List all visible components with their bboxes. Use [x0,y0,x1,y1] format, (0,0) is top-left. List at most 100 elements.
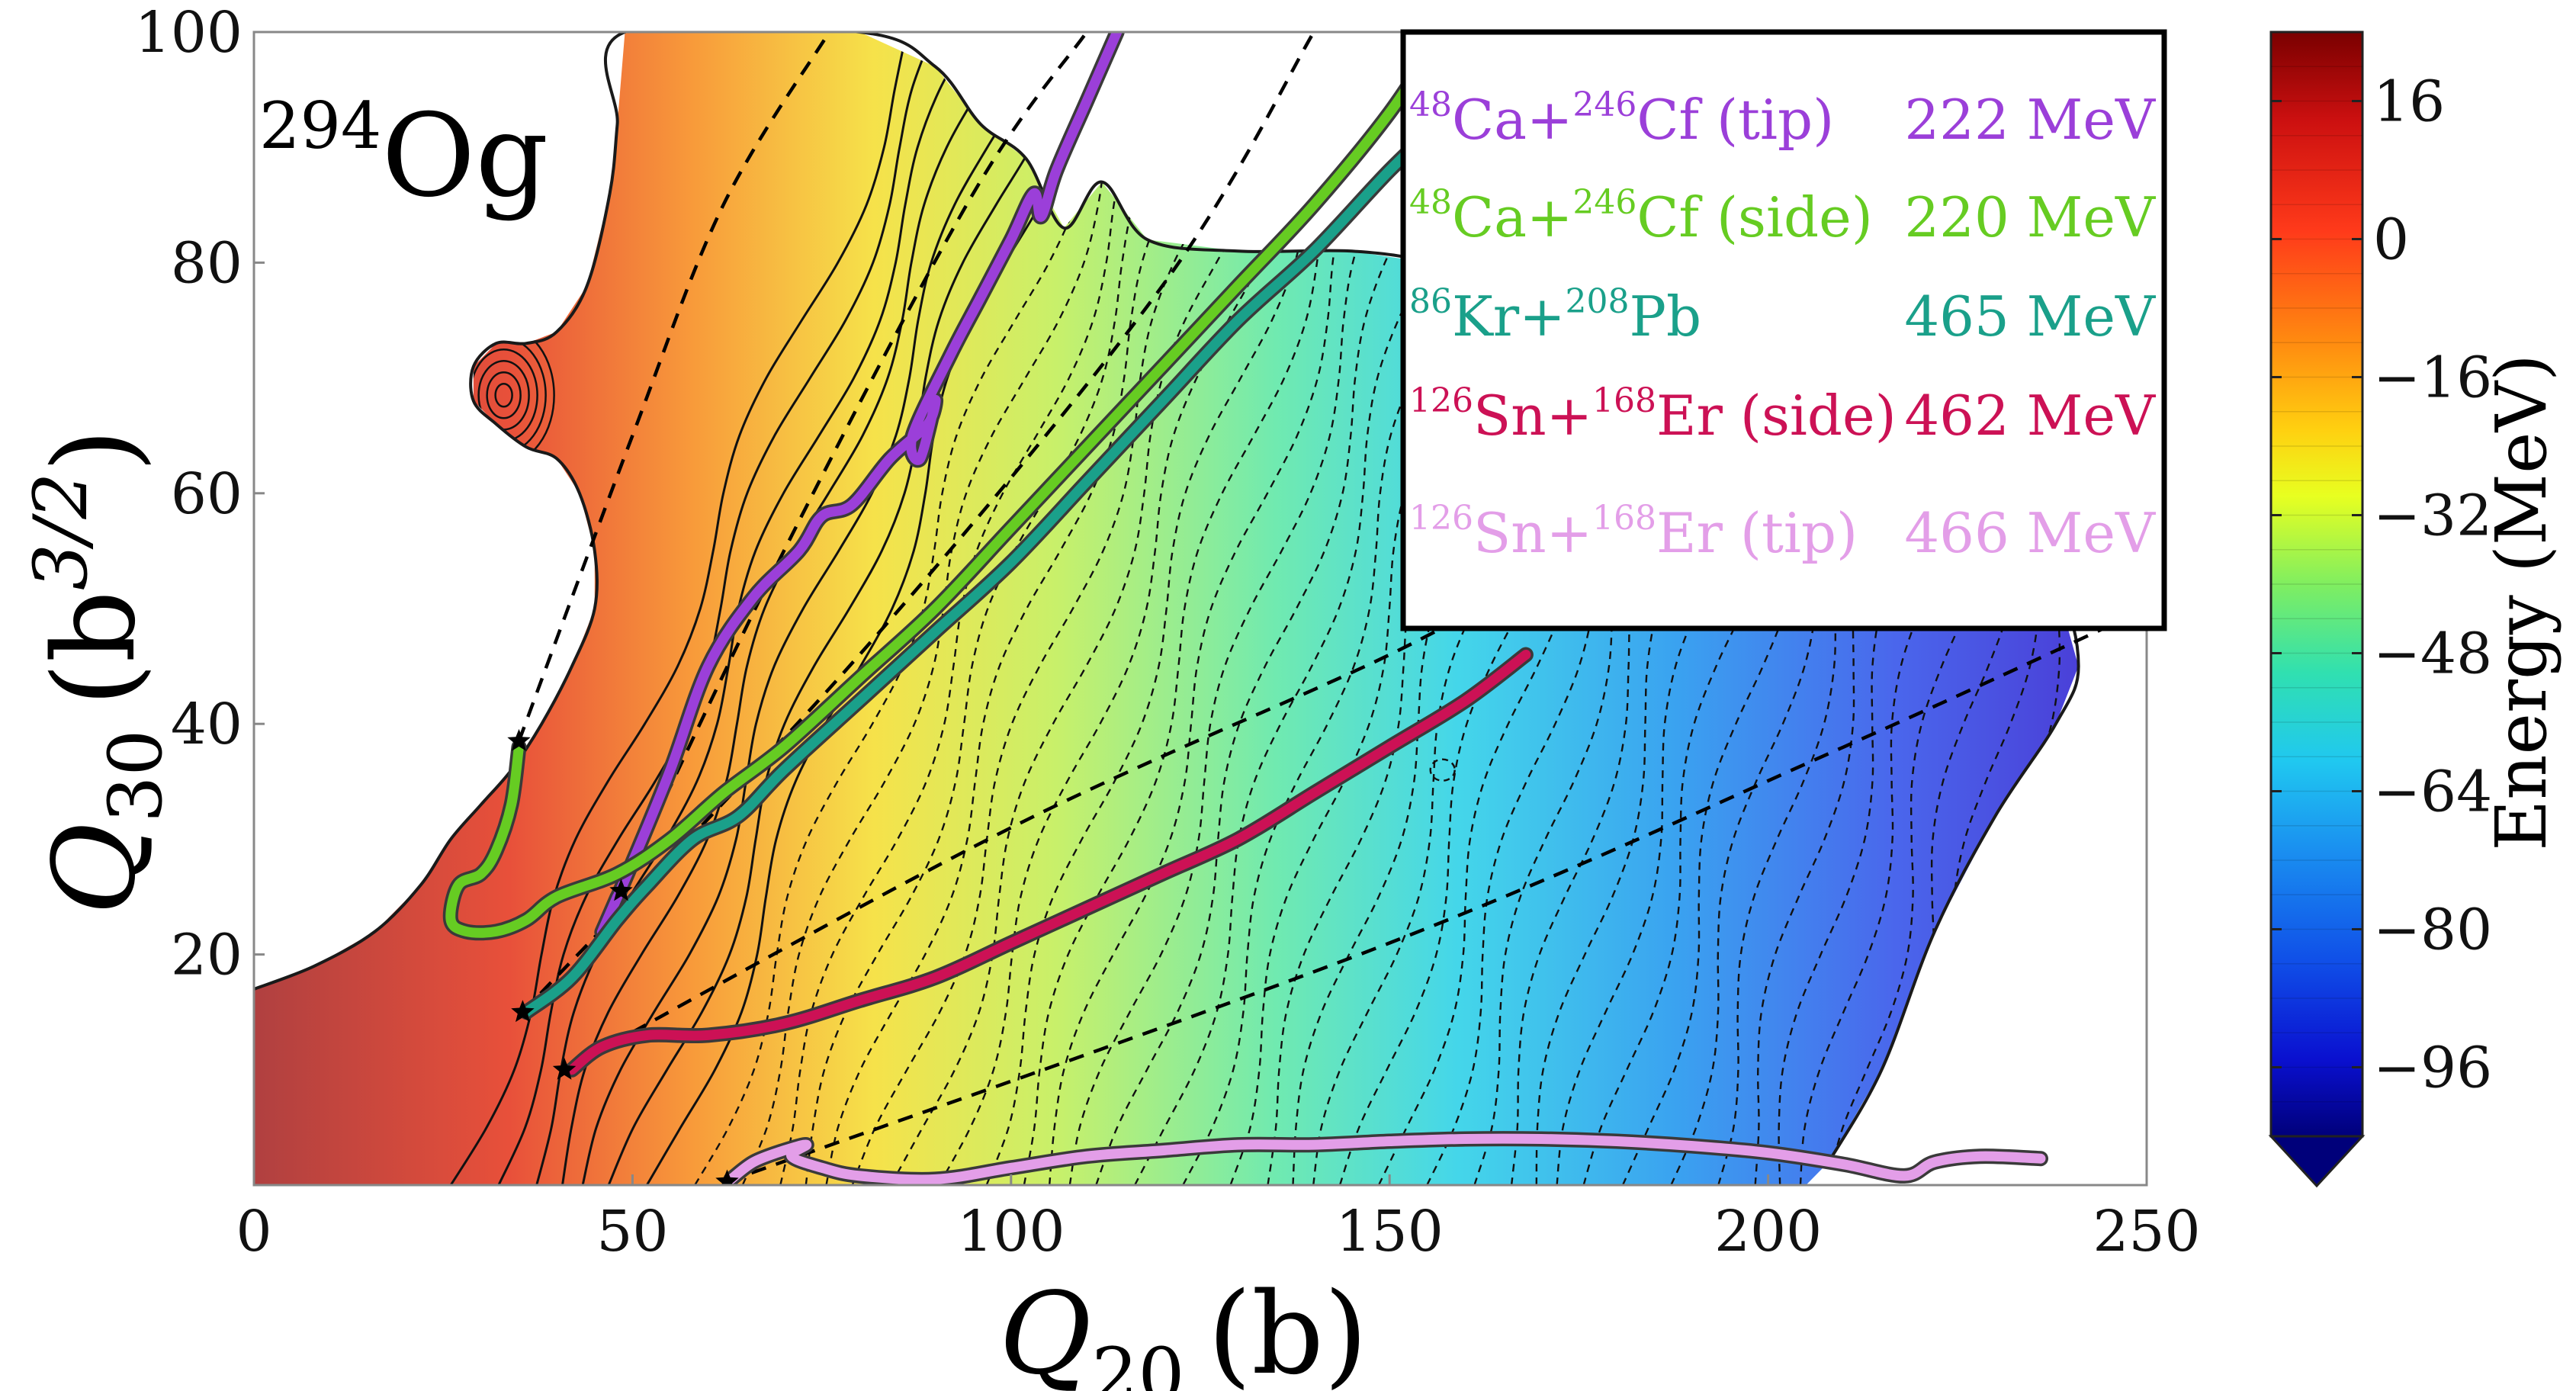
legend-energy-2: 220 MeV [1904,185,2157,249]
dashed-guide [726,606,2147,1184]
start-markers [507,728,739,1185]
y-axis-var: Q [29,823,160,915]
legend-plus: + [1547,384,1592,448]
trajectory-3 [521,108,1456,1017]
colorbar-ticks: 16 0 −16 −32 −48 −64 −80 −96 [2271,69,2492,1101]
legend-label-5: 126Sn+168Er (tip) [1409,499,1858,565]
legend-plus: + [1547,501,1592,565]
contour-loop [1429,758,1456,782]
start-marker [715,1169,739,1185]
trajectory-2 [445,32,1448,938]
y-axis-unit-close: ) [29,429,160,473]
colorbar-bands [2271,66,2362,1103]
legend-proj-mass: 86 [1409,282,1452,321]
legend-targ: Er (tip) [1656,501,1858,565]
dashed-guide [517,32,831,742]
x-tick-label: 150 [1336,1199,1444,1264]
colorbar-tick-label: 16 [2373,69,2445,135]
contour-line [1134,32,1498,1185]
x-tick-label: 250 [2093,1199,2200,1264]
x-tick-label: 0 [236,1199,271,1264]
legend-label-1: 48Ca+246Cf (tip) [1409,85,1834,152]
trajectory-1 [596,32,1123,937]
y-tick-label: 20 [171,923,243,988]
nucleus-label: 294Og [259,88,548,223]
contour-line [581,32,1054,1185]
y-axis-title: Q30 (b3/2) [18,429,178,915]
legend-targ-mass: 168 [1592,381,1656,420]
y-axis-unit-sup: 3/2 [18,473,104,591]
y-axis-sub: 30 [93,730,178,823]
x-axis-var: Q [999,1268,1091,1391]
contour-loop [494,383,513,408]
trajectories [442,32,2048,1185]
start-marker [507,728,531,751]
colorbar: 16 0 −16 −32 −48 −64 −80 −96 Energy (MeV) [2268,31,2562,1188]
legend-proj: Kr [1452,284,1520,349]
legend-proj: Ca [1452,185,1527,249]
legend-plus: + [1527,88,1572,152]
y-tick-label: 100 [135,0,243,66]
contour-line [449,32,908,1185]
legend-targ: Cf (tip) [1636,88,1834,152]
dashed-guide [563,561,1557,1071]
colorbar-tick-label: −32 [2373,483,2492,549]
legend-proj-mass: 48 [1409,85,1452,124]
legend-label-2: 48Ca+246Cf (side) [1409,183,1873,249]
legend-energy-3: 465 MeV [1904,284,2157,349]
legend-plus: + [1527,185,1572,249]
legend-proj-mass: 48 [1409,183,1452,222]
contour-line [646,32,1094,1185]
x-axis-sub: 20 [1091,1332,1184,1391]
y-axis-ticks: 20 40 60 80 100 [135,0,265,988]
legend-targ-mass: 208 [1566,282,1630,321]
start-marker [511,1000,535,1023]
start-marker [552,1057,577,1080]
legend-targ: Er (side) [1656,384,1897,448]
x-tick-label: 200 [1714,1199,1822,1264]
y-tick-label: 40 [171,692,243,757]
legend-targ-mass: 168 [1592,499,1656,538]
contour-line [1826,32,2079,1185]
legend-label-3: 86Kr+208Pb [1409,282,1701,349]
colorbar-tick-label: −64 [2373,760,2492,825]
legend-box [1400,29,2167,631]
nucleus-symbol: Og [381,90,548,223]
colorbar-tick-label: −96 [2373,1036,2492,1101]
legend-proj-mass: 126 [1409,381,1473,420]
x-tick-label: 50 [596,1199,668,1264]
x-axis-unit: (b) [1208,1268,1368,1391]
legend-targ-mass: 246 [1572,85,1636,124]
contour-loop [486,371,522,419]
legend-proj: Sn [1473,501,1547,565]
y-axis-unit-open: (b [29,590,160,706]
x-tick-label: 100 [957,1199,1065,1264]
x-axis-ticks: 0 50 100 150 200 250 [236,1174,2201,1264]
colorbar-tick-label: −80 [2373,898,2492,963]
legend-energy-1: 222 MeV [1904,88,2157,152]
colorbar-tick-label: −16 [2373,345,2492,411]
legend-plus: + [1519,284,1565,349]
contour-line [1670,32,1921,1185]
legend-energy-5: 466 MeV [1904,501,2157,565]
trajectory-5 [726,1133,2046,1185]
colorbar-label: Energy (MeV) [2481,354,2562,851]
legend-energy-4: 462 MeV [1904,384,2157,448]
legend-targ-mass: 246 [1572,183,1636,222]
colorbar-extend-min [2268,1135,2366,1188]
x-axis-title: Q20 (b) [999,1268,1368,1391]
legend-targ: Cf (side) [1636,185,1872,249]
contour-line [1473,32,1746,1185]
legend-proj-mass: 126 [1409,499,1473,538]
colorbar-tick-label: −48 [2373,622,2492,687]
legend-label-4: 126Sn+168Er (side) [1409,381,1897,448]
contour-line [1068,32,1459,1185]
contour-line [1621,32,1904,1185]
legend-targ: Pb [1630,284,1702,349]
start-marker [609,879,633,901]
contour-line [741,32,1137,1185]
trajectory-4 [567,650,1531,1075]
